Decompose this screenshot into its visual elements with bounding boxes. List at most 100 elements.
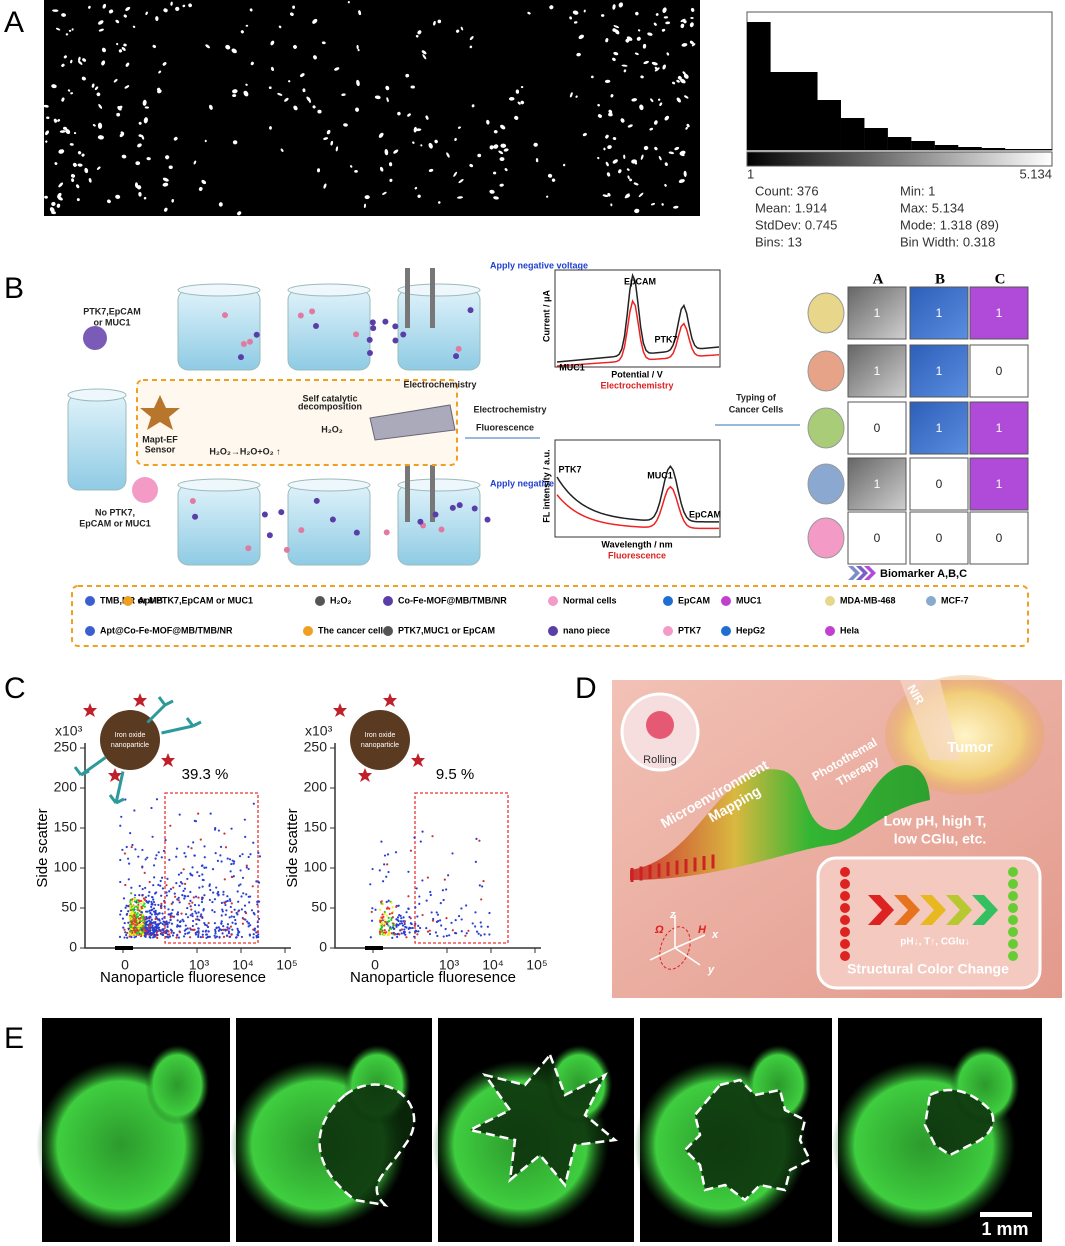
scale-label: 1 mm xyxy=(981,1219,1028,1239)
table-cell xyxy=(969,457,1029,511)
particle xyxy=(96,92,101,97)
event xyxy=(244,910,247,913)
event xyxy=(181,894,184,897)
event xyxy=(145,917,148,920)
cut-region xyxy=(925,1090,994,1155)
event xyxy=(239,869,242,872)
nanoparticle xyxy=(100,710,160,770)
event xyxy=(143,871,146,874)
particle xyxy=(70,174,76,178)
event xyxy=(475,837,478,840)
particle xyxy=(138,121,142,125)
event xyxy=(163,901,166,904)
particle xyxy=(78,60,83,65)
event xyxy=(230,902,233,905)
particle xyxy=(569,16,572,20)
event xyxy=(411,926,414,930)
event xyxy=(121,917,125,920)
event xyxy=(248,933,251,936)
particle xyxy=(249,8,253,12)
antibody xyxy=(73,756,107,777)
beaker xyxy=(287,484,371,566)
histogram-bin xyxy=(770,72,795,150)
particle xyxy=(270,66,275,71)
particle xyxy=(678,179,685,184)
event xyxy=(205,866,208,869)
particle xyxy=(508,97,515,101)
particle xyxy=(137,143,142,148)
event xyxy=(144,896,147,899)
molecule xyxy=(471,505,478,512)
event xyxy=(123,936,126,939)
event xyxy=(460,918,463,921)
particle xyxy=(676,79,680,83)
particle xyxy=(582,132,587,137)
event xyxy=(407,907,410,910)
event xyxy=(379,923,382,926)
event xyxy=(165,932,168,935)
y-tick-label: 0 xyxy=(69,939,77,955)
particle xyxy=(389,178,393,183)
event xyxy=(190,847,193,850)
event xyxy=(171,908,174,912)
event xyxy=(129,930,132,933)
event xyxy=(236,933,239,936)
event xyxy=(157,851,160,854)
event xyxy=(168,921,171,924)
event xyxy=(370,919,374,922)
event xyxy=(445,888,448,891)
particle xyxy=(683,19,687,24)
particle xyxy=(52,9,59,12)
event xyxy=(255,934,258,938)
event xyxy=(193,928,196,931)
particle xyxy=(182,4,186,8)
hill xyxy=(630,765,930,880)
particle xyxy=(363,203,366,209)
particle xyxy=(673,205,679,209)
event xyxy=(425,899,428,902)
particle xyxy=(165,155,170,160)
cell-value: 0 xyxy=(936,477,943,491)
particle xyxy=(680,18,686,23)
event xyxy=(403,932,406,935)
event xyxy=(170,902,173,905)
event xyxy=(413,924,416,927)
event xyxy=(374,908,377,911)
particle xyxy=(125,6,131,11)
particle xyxy=(500,124,506,130)
particle xyxy=(323,137,329,140)
event xyxy=(219,845,223,848)
event xyxy=(256,921,259,924)
event xyxy=(226,926,229,929)
particle xyxy=(405,73,410,78)
event xyxy=(123,921,126,925)
annotation: Typing of xyxy=(736,392,777,402)
particle xyxy=(334,67,340,71)
event xyxy=(409,927,412,930)
event xyxy=(256,930,260,934)
event xyxy=(216,859,220,862)
event xyxy=(225,909,228,912)
event xyxy=(143,924,146,927)
particle xyxy=(620,118,625,123)
molecule xyxy=(456,502,463,509)
field-ellipse xyxy=(659,926,691,970)
event xyxy=(153,933,156,937)
event xyxy=(392,927,395,930)
event xyxy=(212,891,215,894)
particle xyxy=(634,208,640,214)
event xyxy=(179,925,182,928)
beaker xyxy=(397,484,481,566)
cut-outline xyxy=(923,1088,995,1157)
electrode xyxy=(405,268,410,328)
axis-symbol: x xyxy=(711,929,719,941)
particle xyxy=(680,23,685,29)
particle xyxy=(92,124,96,127)
tissue-lobe xyxy=(145,1045,210,1125)
particle xyxy=(384,148,389,156)
particle xyxy=(208,104,213,110)
chevron xyxy=(972,895,998,925)
particle xyxy=(650,202,656,206)
sensor-box xyxy=(136,379,458,466)
event xyxy=(133,809,136,812)
